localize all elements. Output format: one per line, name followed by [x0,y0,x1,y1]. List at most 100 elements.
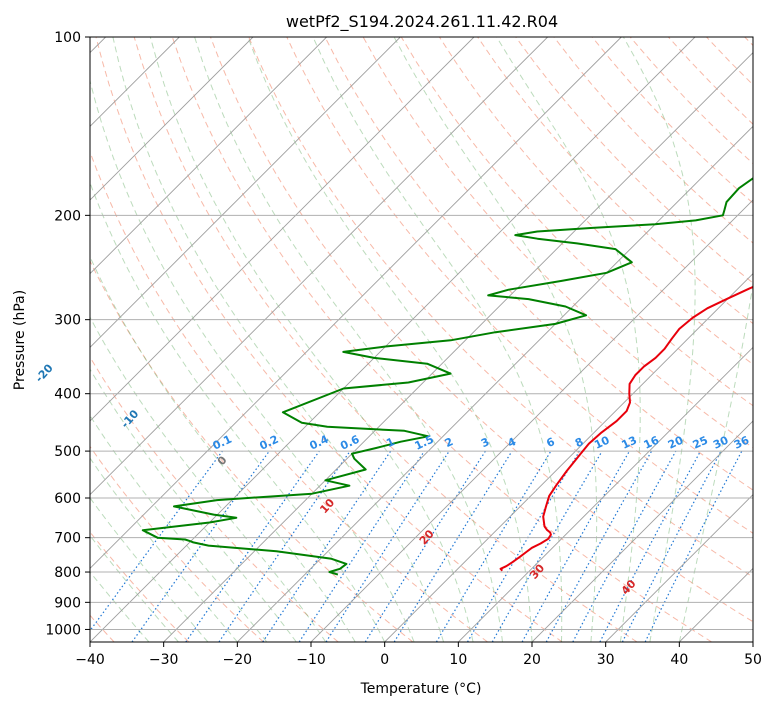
dewpoint-line [141,177,753,576]
y-tick-label: 300 [54,313,81,329]
mixing-ratio-line [545,450,653,642]
mixing-ratio-label: 0.6 [338,432,361,452]
moist-adiabat [90,414,268,642]
x-tick-label: −30 [149,652,179,668]
reference-lines [90,37,753,642]
moist-adiabat [678,280,753,642]
y-tick-label: 1000 [45,622,81,638]
mixing-ratio-line [466,450,580,642]
isotherm [90,37,696,642]
mixing-ratio-line [218,450,351,642]
dry-adiabat [286,37,753,534]
mixing-ratio-label: 30 [711,433,731,451]
mixing-ratio-line [185,450,320,642]
moist-adiabat [393,37,598,642]
isotherm [458,346,753,642]
dry-adiabat [171,37,712,642]
mixing-ratio-label: 1.5 [413,433,436,453]
isotherm [605,494,753,642]
temperature-line [499,285,753,572]
chart-title: wetPf2_S194.2024.261.11.42.R04 [286,12,558,32]
plot-frame [89,36,754,643]
dry-adiabat [744,37,753,47]
dry-adiabat [668,37,753,125]
mixing-ratio-label: 13 [620,434,639,452]
mixing-ratio-label: 0.1 [211,433,234,453]
moist-adiabat [247,37,533,642]
dry-adiabat [210,37,753,623]
dry-adiabat [90,531,190,642]
isotherm [90,37,254,201]
y-axis: 100 200 300 400 500 600 700 800 900 1000 [45,30,90,638]
mixing-ratio-line [298,450,425,642]
moist-adiabat [90,534,179,642]
dry-adiabat [515,37,753,284]
isotherm [237,125,753,642]
moist-adiabat [90,368,297,642]
moist-adiabat [90,255,356,642]
dry-adiabat [591,37,753,204]
mixing-ratio-label: 25 [691,434,710,452]
moist-adiabat [149,37,474,642]
dry-adiabat [95,37,563,642]
dry-adiabat [706,37,753,86]
mixing-ratio-line [131,450,270,642]
dry-adiabat [90,356,339,642]
x-tick-label: 40 [670,652,688,668]
x-tick-label: −20 [223,652,253,668]
mixing-ratio-line [325,450,450,642]
dry-adiabat [90,259,414,642]
moist-adiabat [90,497,209,642]
x-tick-label: −40 [75,652,105,668]
y-tick-label: 400 [54,387,81,403]
series-layer [141,177,753,576]
isotherm [90,37,548,496]
dry-adiabat-label: 30 [527,561,547,581]
dry-adiabat [324,37,753,491]
moist-adiabat [194,37,503,642]
x-tick-label: 30 [597,652,615,668]
mixing-ratio-label: 6 [544,435,557,450]
mixing-ratio-line [599,450,702,642]
isotherm [310,199,753,642]
y-tick-label: 100 [54,30,81,46]
y-tick-label: 800 [54,565,81,581]
moist-adiabat [90,181,386,642]
x-tick-label: 20 [523,652,541,668]
moist-adiabat [90,457,238,642]
mixing-ratio-label: 2 [443,435,455,450]
dry-adiabat-label: 20 [417,527,437,547]
isotherm [531,420,753,642]
isotherm [163,52,753,642]
isotherm [90,37,401,348]
mixing-ratio-line [90,450,223,632]
mixing-ratio-label: 10 [592,433,612,451]
y-axis-title: Pressure (hPa) [12,290,28,390]
isotherm [90,37,327,275]
mixing-ratio-line [572,450,677,642]
dry-adiabat [553,37,753,244]
x-tick-label: −10 [296,652,326,668]
mixing-ratio-line [521,450,631,642]
moist-adiabat [496,37,641,642]
mixing-ratio-label: 16 [642,433,662,451]
x-axis-title: Temperature (°C) [360,681,482,697]
x-tick-label: 50 [744,652,762,668]
y-tick-label: 500 [54,444,81,460]
y-tick-label: 700 [54,531,81,547]
dry-adiabat-label: -20 [33,361,56,385]
dry-adiabat [248,37,753,578]
isotherm [90,37,475,422]
moist-adiabat [622,37,696,642]
moist-adiabat [90,78,415,642]
isotherm [90,37,622,569]
moist-adiabat [112,37,445,642]
mixing-ratio-label: 20 [666,433,686,451]
mixing-ratio-line [262,450,392,642]
isotherm [752,641,753,642]
mixing-ratio-label: 36 [732,433,752,451]
x-tick-label: 10 [449,652,467,668]
dry-adiabat [90,445,264,642]
mixing-ratio-line [393,450,513,642]
